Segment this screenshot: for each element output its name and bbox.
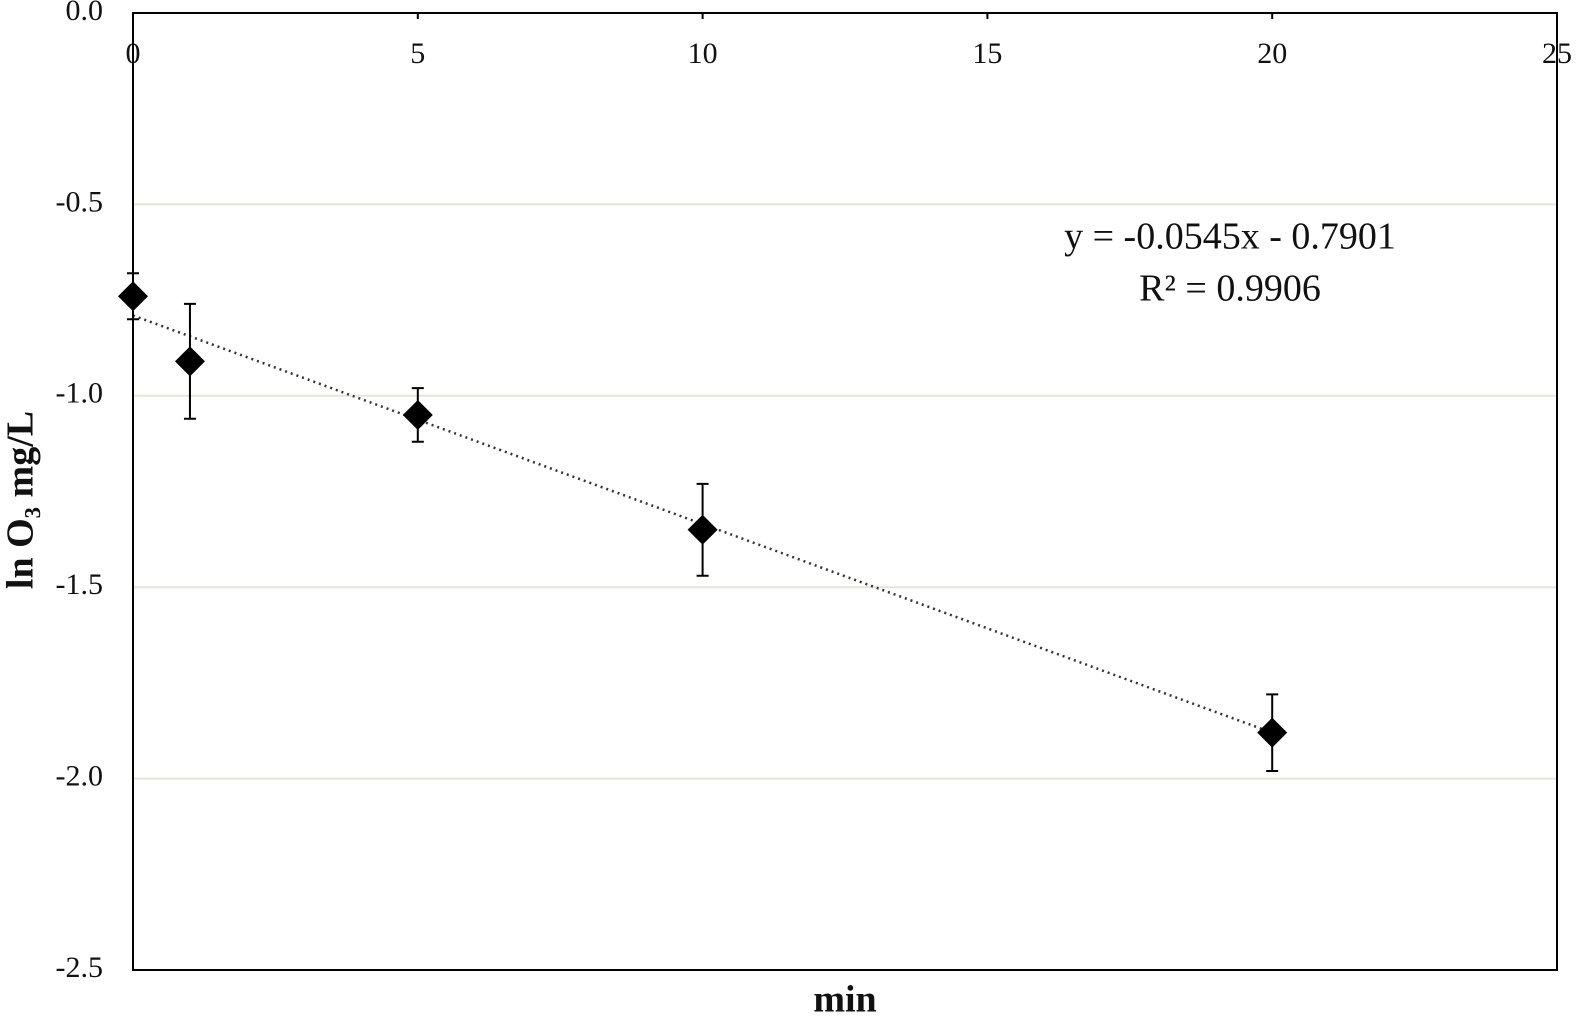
y-tick-label: -1.0 — [56, 377, 104, 410]
x-tick-label: 10 — [688, 37, 718, 70]
marker — [687, 514, 718, 545]
y-axis-title: ln O₃ mg/L — [0, 411, 42, 589]
marker — [118, 281, 148, 312]
y-tick-label: -0.5 — [56, 185, 104, 218]
marker — [174, 346, 205, 377]
x-tick-label: 5 — [410, 37, 425, 70]
marker — [402, 399, 433, 430]
x-axis-title: min — [813, 979, 876, 1021]
y-tick-label: 0.0 — [66, 0, 104, 27]
y-tick-label: -2.0 — [56, 759, 104, 792]
x-tick-label: 20 — [1257, 37, 1287, 70]
y-tick-label: -1.5 — [56, 568, 104, 601]
y-tick-label: -2.5 — [56, 951, 104, 984]
marker — [1257, 717, 1288, 748]
equation: y = -0.0545x - 0.7901 — [1064, 216, 1396, 258]
r-squared: R² = 0.9906 — [1139, 268, 1321, 310]
plot-border — [132, 12, 1558, 971]
x-tick-label: 15 — [972, 37, 1002, 70]
